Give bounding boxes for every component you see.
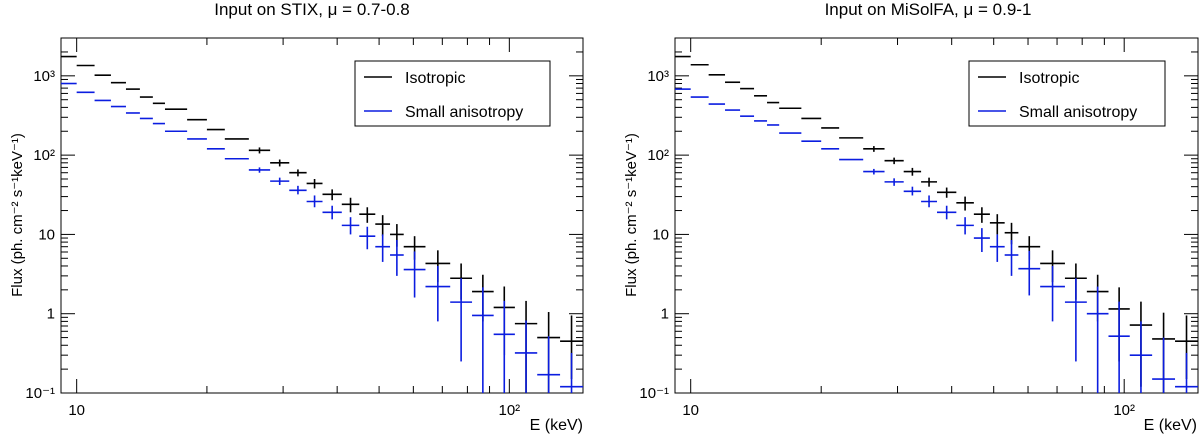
x-tick-label: 10²	[498, 402, 520, 419]
y-tick-label: 1	[47, 306, 55, 323]
chart-panel-right: Input on MiSolFA, μ = 0.9-1 Flux (ph. cm…	[610, 0, 1200, 435]
y-tick-label: 10²	[33, 147, 55, 164]
chart-title: Input on MiSolFA, μ = 0.9-1	[825, 0, 1032, 19]
legend-label-isotropic: Isotropic	[1019, 70, 1079, 87]
legend-label-small-anisotropy: Small anisotropy	[1019, 104, 1137, 121]
y-axis-label: Flux (ph. cm⁻² s⁻¹keV⁻¹)	[9, 133, 26, 297]
y-tick-label: 10⁻¹	[639, 385, 669, 402]
chart-panel-left: Input on STIX, μ = 0.7-0.8 Flux (ph. cm⁻…	[0, 0, 600, 435]
legend-label-isotropic: Isotropic	[405, 70, 465, 87]
legend: Isotropic Small anisotropy	[354, 60, 551, 127]
chart-misolfa: Input on MiSolFA, μ = 0.9-1 Flux (ph. cm…	[623, 0, 1199, 434]
plot-frame	[674, 37, 1199, 394]
x-tick-label: 10	[68, 402, 85, 419]
legend: Isotropic Small anisotropy	[968, 60, 1166, 127]
series-small-anisotropy	[61, 82, 583, 393]
chart-stix: Input on STIX, μ = 0.7-0.8 Flux (ph. cm⁻…	[9, 0, 584, 434]
y-tick-label: 10	[38, 226, 55, 243]
x-tick-label: 10	[682, 402, 699, 419]
x-axis-label: E (keV)	[530, 417, 583, 434]
y-tick-label: 10⁻¹	[25, 385, 55, 402]
plot-frame	[60, 37, 584, 394]
y-tick-label: 1	[661, 306, 669, 323]
series-small-anisotropy	[675, 88, 1198, 393]
x-tick-label: 10²	[1113, 402, 1135, 419]
y-tick-label: 10	[652, 226, 669, 243]
y-tick-label: 10³	[647, 68, 669, 85]
legend-label-small-anisotropy: Small anisotropy	[405, 104, 523, 121]
y-tick-label: 10²	[647, 147, 669, 164]
y-tick-label: 10³	[33, 68, 55, 85]
chart-title: Input on STIX, μ = 0.7-0.8	[214, 0, 410, 19]
y-axis-label: Flux (ph. cm⁻² s⁻¹keV⁻¹)	[623, 133, 640, 297]
x-axis-label: E (keV)	[1144, 417, 1197, 434]
